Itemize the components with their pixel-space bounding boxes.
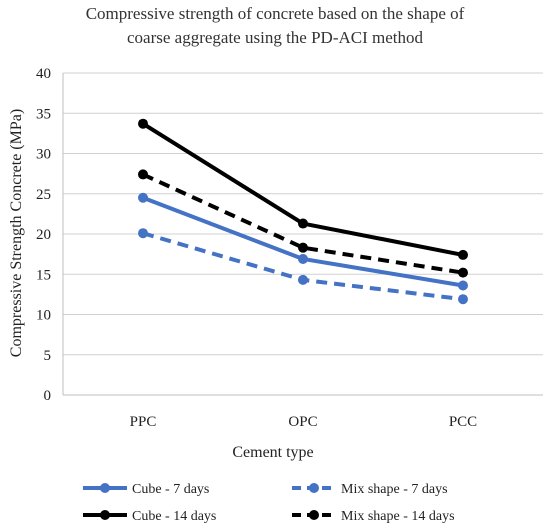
- legend-item: Mix shape - 14 days: [292, 509, 455, 524]
- legend-swatch-marker: [100, 483, 110, 493]
- legend-swatch-marker: [309, 483, 319, 493]
- series-2: [138, 118, 468, 260]
- legend-label: Mix shape - 7 days: [341, 482, 448, 497]
- y-tick-label: 5: [44, 348, 52, 364]
- data-point: [298, 218, 308, 229]
- chart-title-line-1: Compressive strength of concrete based o…: [86, 4, 465, 23]
- x-tick-label: PPC: [130, 414, 157, 430]
- series-line: [142, 172, 464, 275]
- legend-item: Cube - 14 days: [83, 509, 216, 524]
- legend-swatch-marker: [100, 510, 110, 520]
- y-tick-label: 0: [44, 388, 52, 404]
- data-point: [138, 169, 148, 180]
- data-point: [458, 280, 468, 291]
- legend-swatch-marker: [309, 510, 319, 520]
- plot-area: [62, 73, 543, 396]
- legend-item: Mix shape - 7 days: [292, 482, 448, 497]
- y-axis-ticks: 0 5 10 15 20 25 30 35 40: [36, 66, 51, 404]
- legend-label: Cube - 7 days: [132, 482, 209, 497]
- y-tick-label: 25: [36, 187, 51, 203]
- data-point: [298, 253, 308, 264]
- data-point: [458, 267, 468, 278]
- legend: Cube - 7 days Mix shape - 7 days Cube - 14…: [83, 482, 455, 524]
- data-point: [138, 118, 148, 129]
- legend-item: Cube - 7 days: [83, 482, 209, 497]
- gridlines: [63, 72, 543, 356]
- x-axis-ticks: PPC OPC PCC: [130, 414, 478, 430]
- data-point: [458, 294, 468, 305]
- series-group: [138, 118, 468, 305]
- series-3: [138, 169, 468, 278]
- y-tick-label: 40: [36, 66, 51, 82]
- series-1: [138, 228, 468, 305]
- y-tick-label: 30: [36, 147, 51, 163]
- legend-label: Mix shape - 14 days: [341, 509, 455, 524]
- x-tick-label: PCC: [449, 414, 477, 430]
- y-tick-label: 10: [36, 308, 51, 324]
- y-tick-label: 15: [36, 267, 51, 283]
- legend-label: Cube - 14 days: [132, 509, 216, 524]
- series-0: [138, 192, 468, 291]
- data-point: [138, 192, 148, 203]
- series-line: [141, 122, 464, 257]
- data-point: [138, 228, 148, 239]
- data-point: [298, 242, 308, 253]
- x-axis-label: Cement type: [232, 444, 313, 461]
- y-axis-label: Compressive Strength Concrete (MPa): [8, 109, 25, 357]
- chart-title-line-2: coarse aggregate using the PD-ACI method: [127, 28, 423, 47]
- series-line: [142, 195, 464, 288]
- data-point: [458, 249, 468, 260]
- data-point: [298, 274, 308, 285]
- y-tick-label: 35: [36, 106, 51, 122]
- y-tick-label: 20: [36, 227, 51, 243]
- x-tick-label: OPC: [288, 414, 317, 430]
